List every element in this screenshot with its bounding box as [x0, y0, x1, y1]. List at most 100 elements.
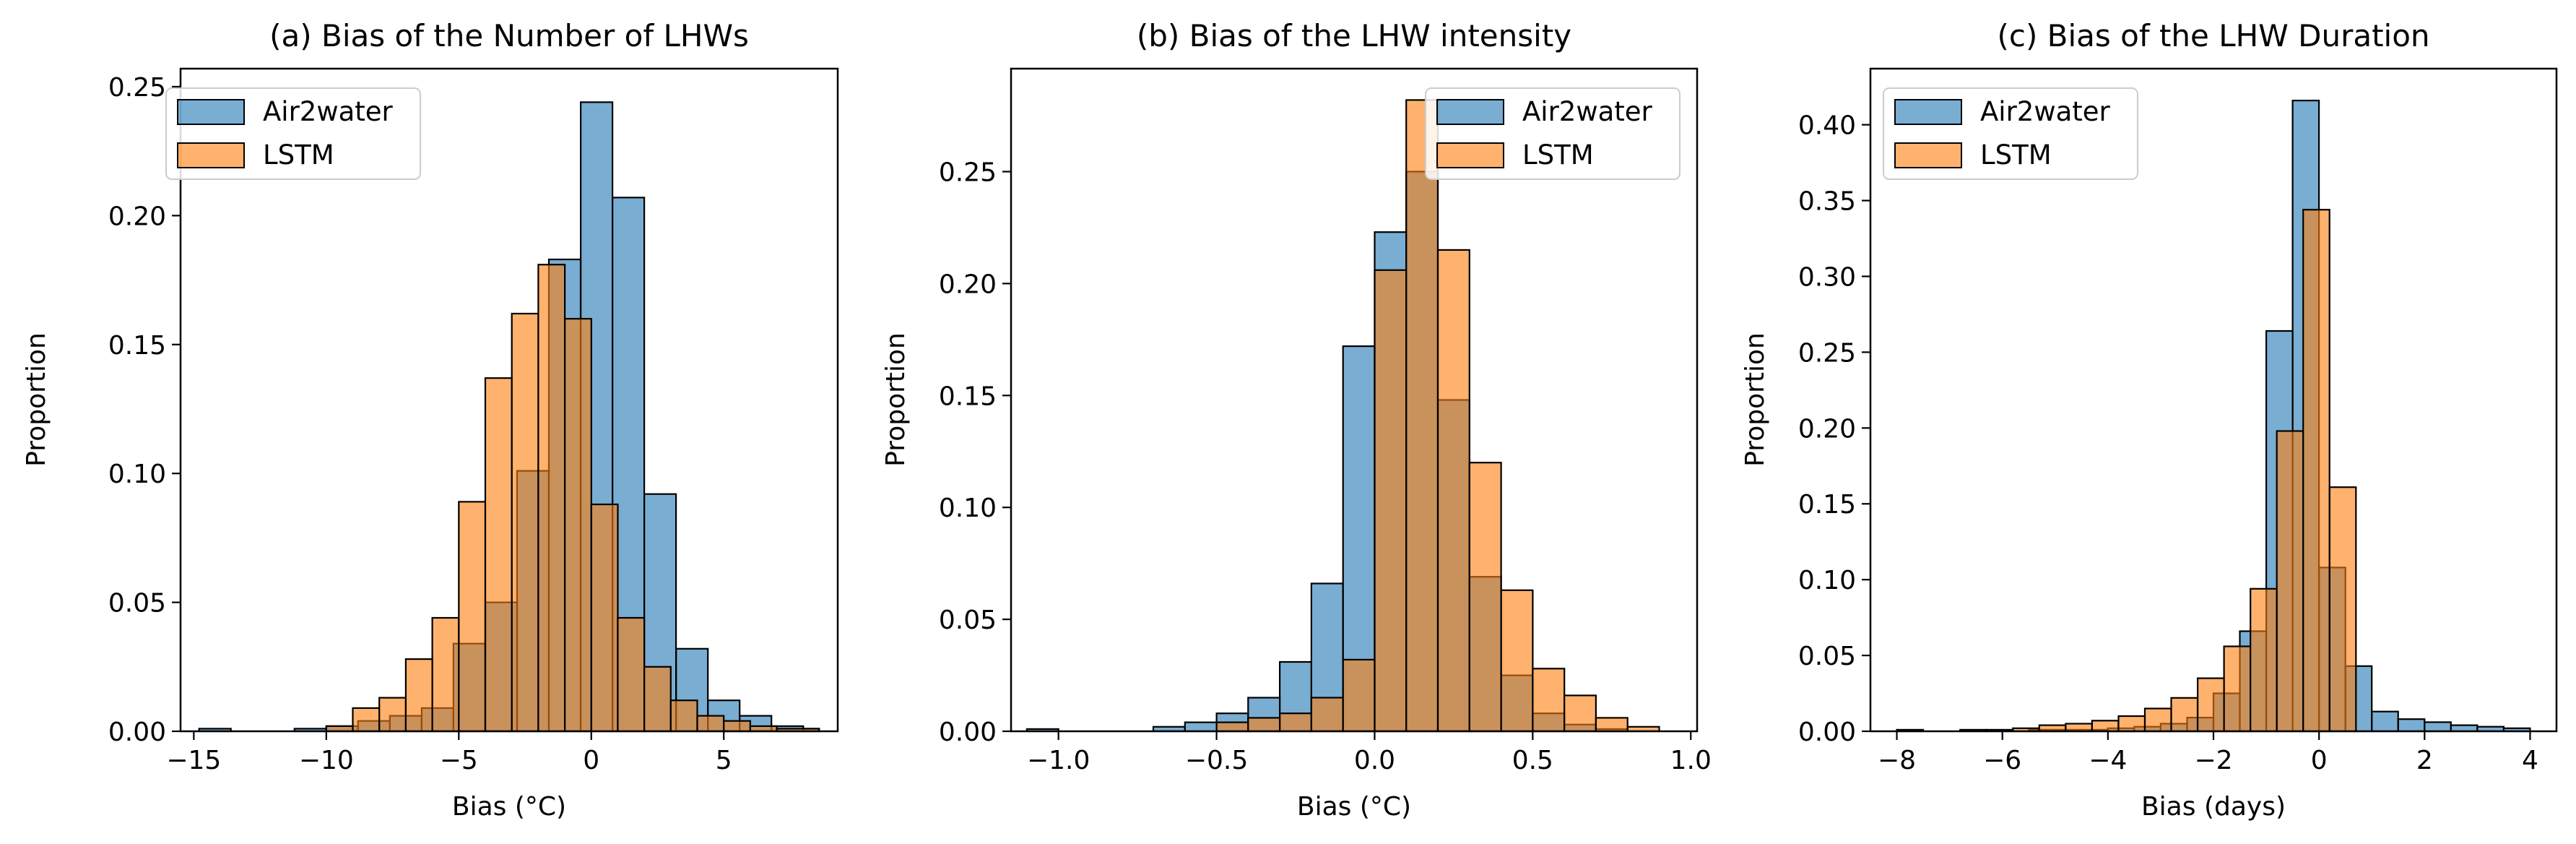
bar-lstm: [723, 720, 752, 733]
y-tick-label: 0.20: [1798, 414, 1856, 444]
x-tick-label: −1.0: [1027, 746, 1090, 775]
bar-lstm: [431, 616, 460, 733]
legend-swatch-air2water: [1894, 99, 1962, 125]
bar-air2water: [2371, 710, 2399, 733]
bar-lstm: [1468, 462, 1502, 733]
y-tick-label: 0.40: [1798, 111, 1856, 141]
bar-lstm: [2250, 587, 2278, 733]
x-tick-label: −15: [166, 746, 221, 775]
bar-lstm: [2276, 430, 2304, 733]
bar-lstm: [2223, 645, 2252, 733]
bar-lstm: [617, 616, 646, 733]
panel-c: (c) Bias of the LHW Duration Bias (days)…: [1740, 18, 2558, 822]
y-tick-label: 0.25: [1798, 338, 1856, 368]
x-tick-label: 2: [2416, 746, 2433, 775]
y-axis-label: Proportion: [881, 332, 911, 467]
legend: Air2water LSTM: [1883, 87, 2138, 180]
y-tick-label: 0.10: [939, 494, 997, 523]
bar-lstm: [1500, 589, 1534, 733]
bar-lstm: [2143, 707, 2172, 733]
y-tick-label: 0.25: [108, 73, 166, 103]
x-tick-label: 0: [2311, 746, 2328, 775]
x-tick-label: 0.5: [1512, 746, 1553, 775]
x-tick-label: −5: [440, 746, 478, 775]
y-tick-label: 0.20: [939, 270, 997, 299]
panel-title: (c) Bias of the LHW Duration: [1997, 18, 2429, 53]
bar-lstm: [1310, 697, 1344, 733]
y-tick-label: 0.30: [1798, 262, 1856, 292]
bar-lstm: [669, 699, 698, 733]
legend-label-air2water: Air2water: [263, 96, 394, 127]
bar-lstm: [1278, 712, 1312, 733]
bar-lstm: [378, 697, 407, 733]
bar-lstm: [643, 666, 672, 733]
panel-a: (a) Bias of the Number of LHWs Bias (°C)…: [22, 18, 839, 822]
y-tick-label: 0.05: [939, 606, 997, 635]
bar-lstm: [404, 658, 433, 733]
y-axis-label: Proportion: [22, 332, 51, 467]
bar-lstm: [1405, 99, 1439, 733]
legend-label-lstm: LSTM: [1980, 139, 2052, 171]
legend-label-lstm: LSTM: [1522, 139, 1594, 171]
x-tick-label: −2: [2194, 746, 2232, 775]
y-tick-label: 0.00: [939, 718, 997, 747]
bar-lstm: [1215, 721, 1249, 733]
bar-lstm: [563, 318, 592, 733]
bar-lstm: [484, 377, 513, 733]
x-tick-label: −10: [299, 746, 354, 775]
plot-frame: [1869, 67, 2558, 733]
bar-air2water: [2424, 721, 2452, 733]
plot-frame: [1010, 67, 1699, 733]
bar-lstm: [511, 312, 539, 733]
bar-lstm: [2302, 209, 2330, 733]
legend: Air2water LSTM: [165, 87, 421, 180]
y-tick-label: 0.00: [1798, 718, 1856, 747]
legend-swatch-lstm: [177, 142, 245, 168]
y-tick-label: 0.15: [108, 331, 166, 361]
legend-swatch-lstm: [1894, 142, 1962, 168]
bar-lstm: [537, 264, 566, 733]
x-tick-label: −8: [1878, 746, 1916, 775]
x-axis-label: Bias (days): [2141, 792, 2286, 822]
x-tick-label: −6: [1983, 746, 2021, 775]
bar-air2water: [2450, 724, 2479, 733]
bar-lstm: [1532, 668, 1566, 733]
y-tick-label: 0.10: [108, 460, 166, 489]
bar-lstm: [2117, 715, 2146, 733]
x-tick-label: −4: [2089, 746, 2127, 775]
bar-lstm: [2091, 720, 2120, 733]
legend-label-air2water: Air2water: [1980, 96, 2111, 127]
y-tick-label: 0.15: [1798, 490, 1856, 520]
y-tick-label: 0.35: [1798, 187, 1856, 217]
bar-lstm: [1564, 694, 1597, 733]
panel-b: (b) Bias of the LHW intensity Bias (°C) …: [881, 18, 1712, 822]
x-tick-label: 5: [716, 746, 732, 775]
bar-lstm: [352, 707, 381, 733]
bar-lstm: [590, 503, 619, 733]
x-axis-label: Bias (°C): [452, 792, 566, 822]
bar-lstm: [2065, 723, 2093, 733]
y-tick-label: 0.20: [108, 202, 166, 231]
y-tick-label: 0.15: [939, 382, 997, 411]
bar-lstm: [458, 501, 487, 733]
bar-lstm: [2170, 697, 2199, 733]
bar-lstm: [1247, 717, 1281, 733]
panel-title: (a) Bias of the Number of LHWs: [269, 18, 749, 53]
x-tick-label: 4: [2522, 746, 2538, 775]
x-tick-label: 0: [583, 746, 599, 775]
y-axis-label: Proportion: [1740, 332, 1770, 467]
bar-lstm: [2328, 486, 2357, 733]
panel-title: (b) Bias of the LHW intensity: [1137, 18, 1571, 53]
x-axis-label: Bias (°C): [1297, 792, 1411, 822]
bar-air2water: [2397, 718, 2426, 733]
legend-swatch-lstm: [1436, 142, 1504, 168]
bar-lstm: [1374, 269, 1408, 733]
legend-swatch-air2water: [177, 99, 245, 125]
y-tick-label: 0.25: [939, 158, 997, 188]
legend-label-lstm: LSTM: [263, 139, 334, 171]
bar-lstm: [1595, 717, 1629, 733]
bar-lstm: [2038, 724, 2067, 733]
y-tick-label: 0.05: [1798, 642, 1856, 671]
bar-air2water: [1184, 721, 1218, 733]
